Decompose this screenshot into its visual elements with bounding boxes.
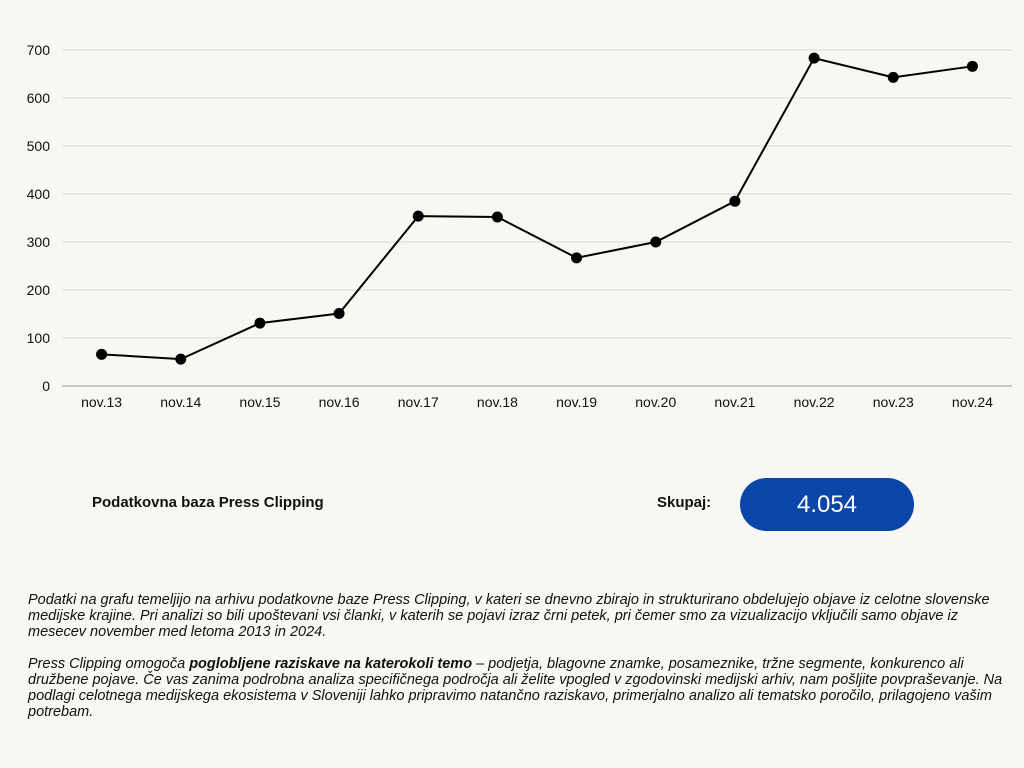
y-tick-label: 300: [27, 234, 51, 250]
y-tick-label: 0: [42, 378, 50, 394]
y-tick-label: 500: [27, 138, 51, 154]
x-tick-label: nov.13: [81, 394, 122, 410]
x-tick-label: nov.20: [635, 394, 676, 410]
x-tick-label: nov.21: [714, 394, 755, 410]
x-tick-label: nov.18: [477, 394, 518, 410]
data-point: [650, 236, 662, 248]
x-tick-label: nov.22: [794, 394, 835, 410]
y-tick-label: 100: [27, 330, 51, 346]
data-point: [729, 195, 741, 207]
y-tick-label: 200: [27, 282, 51, 298]
x-tick-label: nov.16: [319, 394, 360, 410]
data-point: [887, 71, 899, 83]
x-tick-label: nov.24: [952, 394, 993, 410]
series-line: [101, 57, 973, 361]
y-tick-label: 400: [27, 186, 51, 202]
footnote-text-end: – podjetja, blagovne znamke, posameznike…: [28, 656, 1003, 720]
data-point: [412, 210, 424, 222]
data-point: [571, 252, 583, 264]
y-axis-ticks: 0 100 200 300 400 500 600 700: [27, 42, 51, 394]
y-tick-label: 700: [27, 42, 51, 58]
data-point: [966, 60, 978, 72]
x-tick-label: nov.23: [873, 394, 914, 410]
x-tick-label: nov.19: [556, 394, 597, 410]
footnote-paragraph-1: Podatki na grafu temeljijo na arhivu pod…: [28, 592, 990, 640]
footnote-text-bold: poglobljene raziskave na katerokoli temo: [189, 656, 473, 672]
data-point: [808, 52, 820, 64]
x-axis-ticks: nov.13 nov.14 nov.15 nov.16 nov.17 nov.18 nov.…: [81, 394, 993, 410]
source-label: Podatkovna baza Press Clipping: [92, 494, 324, 511]
x-tick-label: nov.14: [160, 394, 201, 410]
data-points: [96, 52, 978, 365]
grid-lines: [62, 49, 1012, 339]
footnote-paragraph-2: Press Clipping omogoča poglobljene razis…: [28, 656, 1008, 720]
total-label: Skupaj:: [657, 494, 712, 511]
footnote-text-start: Press Clipping omogoča: [28, 656, 190, 672]
data-point: [491, 211, 503, 223]
y-tick-label: 600: [27, 90, 51, 106]
data-point: [175, 353, 187, 365]
total-badge: 4.054: [740, 478, 914, 531]
data-point: [96, 348, 108, 360]
x-tick-label: nov.17: [398, 394, 439, 410]
data-point: [254, 317, 266, 329]
x-tick-label: nov.15: [239, 394, 280, 410]
data-point: [333, 308, 345, 320]
